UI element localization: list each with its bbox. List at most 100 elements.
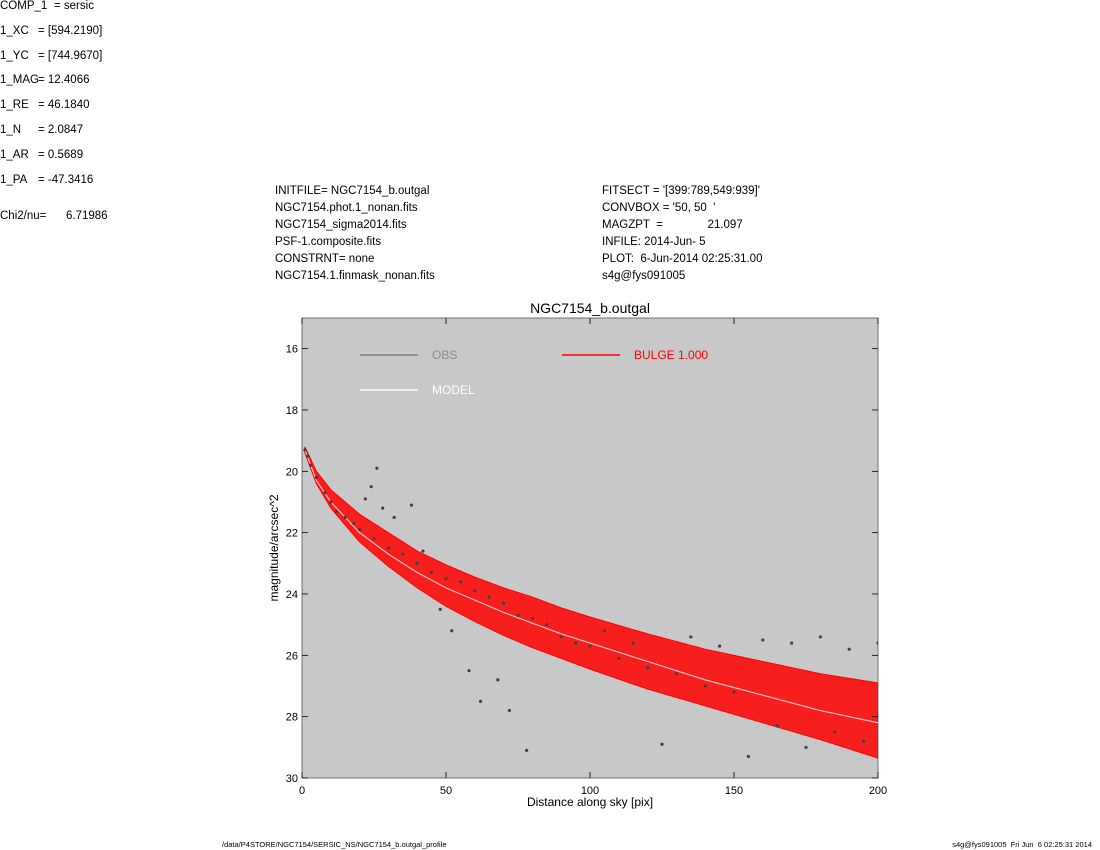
- obs-point: [363, 497, 367, 501]
- legend-label: BULGE 1.000: [634, 348, 708, 362]
- param-value: 6.71986: [66, 210, 108, 223]
- axes: 0 50 100 150 200 16 18 20 22 24 26 28 30: [286, 318, 887, 797]
- param-key: 1_RE: [0, 99, 29, 112]
- obs-point: [386, 546, 390, 550]
- obs-point: [746, 754, 751, 759]
- bulge-band: [304, 446, 878, 759]
- param-value: = [594.2190]: [38, 24, 103, 37]
- obs-point: [646, 666, 650, 670]
- model-line: [304, 449, 878, 724]
- param-key: 1_YC: [0, 49, 29, 62]
- y-tick-label: 16: [286, 344, 298, 356]
- obs-point: [392, 515, 396, 519]
- obs-point: [703, 684, 707, 688]
- obs-point: [574, 641, 578, 645]
- obs-point: [689, 635, 693, 639]
- chart-title: NGC7154_b.outgal: [530, 300, 650, 316]
- obs-point: [430, 570, 434, 575]
- fit-info-line: INFILE: 2014-Jun- 5: [602, 236, 706, 248]
- obs-point: [502, 601, 506, 605]
- obs-point: [343, 515, 347, 519]
- obs-point: [369, 485, 373, 489]
- param-value: = 2.0847: [38, 124, 84, 136]
- file-info-line: NGC7154.1.finmask_nonan.fits: [275, 270, 435, 282]
- y-tick-label: 18: [286, 405, 298, 417]
- obs-point: [559, 635, 563, 639]
- y-tick-label: 22: [286, 528, 298, 540]
- param-value: = 12.4066: [38, 74, 90, 87]
- obs-point: [329, 500, 333, 504]
- obs-point: [847, 647, 851, 651]
- obs-point: [415, 561, 419, 565]
- obs-point: [372, 537, 376, 541]
- obs-point: [516, 613, 520, 618]
- obs-point: [458, 580, 462, 584]
- footer-timestamp: s4g@fys091005 Fri Jun 6 02:25:31 2014: [952, 840, 1092, 849]
- obs-point: [732, 690, 736, 694]
- fit-info-line: CONVBOX = '50, 50 ': [602, 202, 716, 214]
- obs-point: [545, 623, 549, 627]
- file-info-line: PSF-1.composite.fits: [275, 236, 382, 248]
- obs-point: [660, 742, 664, 746]
- param-value: = [744.9670]: [38, 49, 103, 62]
- obs-point: [306, 454, 310, 458]
- header-file-info: INITFILE= NGC7154_b.outgal NGC7154.phot.1…: [275, 183, 435, 285]
- header-fit-info: FITSECT = '[399:789,549:939]' CONVBOX = '…: [602, 183, 762, 285]
- file-info-line: NGC7154.phot.1_nonan.fits: [275, 202, 418, 214]
- obs-point: [804, 745, 808, 749]
- param-key: COMP_1: [0, 0, 48, 12]
- obs-point: [478, 699, 483, 703]
- obs-point: [525, 748, 529, 753]
- plot-marks: [303, 446, 878, 759]
- file-info-line: CONSTRNT= none: [275, 253, 375, 265]
- obs-point: [631, 641, 635, 645]
- x-tick-label: 150: [725, 785, 743, 797]
- obs-point: [467, 669, 471, 673]
- footer-path: /data/P4STORE/NGC7154/SERSIC_NS/NGC7154_…: [222, 840, 447, 849]
- x-tick-label: 100: [581, 785, 599, 797]
- obs-point: [790, 641, 794, 645]
- obs-point: [833, 730, 837, 734]
- x-tick-label: 0: [299, 785, 305, 797]
- obs-point: [507, 708, 511, 713]
- legend-label: OBS: [432, 348, 457, 362]
- obs-point: [450, 629, 454, 633]
- param-key: Chi2/nu=: [0, 210, 47, 223]
- obs-point: [352, 521, 356, 526]
- x-axis-label: Distance along sky [pix]: [527, 795, 653, 809]
- file-info-line: INITFILE= NGC7154_b.outgal: [275, 185, 430, 197]
- y-tick-label: 28: [286, 712, 298, 724]
- obs-point: [718, 644, 722, 648]
- obs-point: [401, 552, 405, 556]
- param-value: = -47.3416: [38, 173, 94, 186]
- param-value: = sersic: [54, 0, 94, 12]
- obs-point: [818, 635, 823, 639]
- obs-point: [438, 607, 442, 611]
- fit-info-line: MAGZPT = 21.097: [602, 219, 743, 231]
- obs-point: [862, 739, 866, 743]
- param-key: 1_MAG: [0, 74, 39, 87]
- legend: OBS MODEL BULGE 1.000: [360, 348, 708, 397]
- x-tick-label: 50: [440, 785, 452, 797]
- legend-label: MODEL: [432, 383, 475, 397]
- obs-point: [602, 629, 607, 633]
- param-key: 1_N: [0, 124, 22, 136]
- obs-point: [358, 528, 362, 532]
- obs-point: [487, 595, 491, 599]
- obs-point: [473, 589, 477, 593]
- param-value: = 0.5689: [38, 148, 84, 161]
- y-tick-label: 30: [286, 773, 298, 785]
- param-key: 1_PA: [0, 173, 28, 186]
- obs-point: [876, 641, 878, 645]
- fit-info-line: FITSECT = '[399:789,549:939]': [602, 185, 760, 197]
- obs-point: [761, 638, 765, 642]
- obs-point: [334, 509, 339, 513]
- fit-info-line: s4g@fys091005: [602, 270, 686, 282]
- param-key: 1_AR: [0, 148, 29, 161]
- obs-point: [421, 549, 425, 553]
- x-tick-label: 200: [869, 785, 887, 797]
- obs-point: [496, 678, 500, 682]
- fit-info-line: PLOT: 6-Jun-2014 02:25:31.00: [602, 253, 763, 265]
- obs-point: [375, 466, 379, 470]
